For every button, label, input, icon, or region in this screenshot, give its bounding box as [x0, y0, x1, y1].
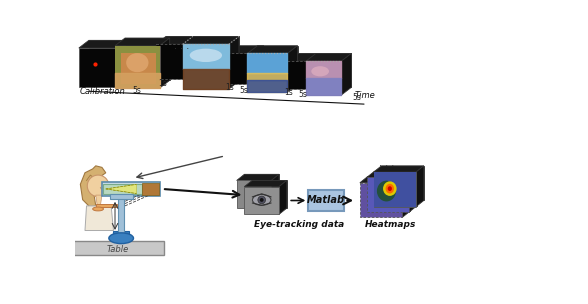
- Polygon shape: [258, 46, 298, 84]
- Polygon shape: [81, 166, 106, 207]
- Text: 5s: 5s: [240, 86, 249, 95]
- Text: 5s: 5s: [132, 86, 141, 95]
- Polygon shape: [310, 54, 320, 89]
- Polygon shape: [183, 44, 229, 89]
- Polygon shape: [160, 38, 170, 88]
- Bar: [71, 241, 163, 255]
- Bar: [103, 184, 142, 194]
- Polygon shape: [223, 54, 253, 84]
- Ellipse shape: [190, 49, 222, 62]
- Polygon shape: [360, 177, 410, 183]
- Text: 1s: 1s: [285, 88, 293, 97]
- Polygon shape: [229, 36, 239, 89]
- Polygon shape: [115, 46, 160, 88]
- Ellipse shape: [106, 185, 110, 191]
- Polygon shape: [166, 36, 201, 71]
- Polygon shape: [193, 36, 239, 81]
- Polygon shape: [79, 48, 121, 87]
- Polygon shape: [96, 195, 102, 206]
- Polygon shape: [342, 54, 352, 95]
- Polygon shape: [409, 171, 417, 212]
- Polygon shape: [106, 184, 136, 194]
- Polygon shape: [121, 40, 131, 87]
- Ellipse shape: [260, 198, 263, 202]
- Polygon shape: [279, 181, 287, 214]
- Text: · · ·: · · ·: [379, 161, 395, 171]
- Polygon shape: [306, 61, 342, 95]
- Ellipse shape: [383, 181, 396, 196]
- Bar: [374, 172, 416, 207]
- Polygon shape: [125, 38, 170, 80]
- Polygon shape: [236, 174, 279, 181]
- Polygon shape: [252, 181, 287, 208]
- Bar: [102, 182, 160, 196]
- Polygon shape: [316, 54, 352, 87]
- Ellipse shape: [252, 195, 271, 205]
- Ellipse shape: [377, 181, 396, 202]
- Polygon shape: [367, 171, 417, 178]
- Polygon shape: [306, 54, 352, 61]
- Polygon shape: [368, 177, 410, 211]
- Text: 1s: 1s: [225, 83, 234, 92]
- Polygon shape: [156, 36, 201, 44]
- Polygon shape: [293, 54, 320, 81]
- Polygon shape: [248, 54, 288, 92]
- Polygon shape: [375, 171, 417, 206]
- Bar: [113, 230, 129, 241]
- Polygon shape: [402, 177, 410, 217]
- Polygon shape: [223, 46, 263, 54]
- Bar: [96, 204, 118, 207]
- Polygon shape: [79, 40, 131, 48]
- Bar: [118, 196, 124, 234]
- Circle shape: [87, 175, 109, 197]
- Polygon shape: [382, 166, 424, 201]
- Polygon shape: [89, 40, 131, 79]
- Polygon shape: [374, 172, 416, 207]
- Polygon shape: [115, 46, 160, 88]
- Polygon shape: [271, 174, 279, 208]
- Polygon shape: [236, 181, 271, 208]
- Text: Heatmaps: Heatmaps: [365, 220, 416, 229]
- Polygon shape: [367, 178, 409, 212]
- Text: Table: Table: [106, 245, 128, 254]
- Text: Time: Time: [355, 91, 375, 100]
- Polygon shape: [183, 36, 239, 44]
- FancyBboxPatch shape: [308, 190, 344, 211]
- Polygon shape: [245, 174, 279, 202]
- Polygon shape: [245, 187, 279, 214]
- Text: Matlab: Matlab: [306, 195, 345, 206]
- Polygon shape: [245, 181, 287, 187]
- Text: Eye-tracking data: Eye-tracking data: [254, 220, 344, 229]
- Polygon shape: [233, 46, 263, 77]
- Polygon shape: [85, 206, 113, 230]
- Text: 5s: 5s: [352, 93, 361, 102]
- Polygon shape: [374, 166, 424, 172]
- Polygon shape: [191, 36, 201, 79]
- Ellipse shape: [126, 53, 149, 72]
- Text: Calibration: Calibration: [79, 87, 125, 96]
- Polygon shape: [288, 46, 298, 92]
- Ellipse shape: [387, 186, 392, 191]
- Polygon shape: [115, 38, 170, 46]
- Text: · · ·: · · ·: [173, 44, 189, 54]
- Bar: [142, 183, 159, 195]
- Polygon shape: [248, 46, 298, 54]
- Ellipse shape: [102, 188, 105, 191]
- Polygon shape: [121, 54, 156, 84]
- Text: 5s: 5s: [298, 90, 307, 98]
- Bar: [109, 194, 133, 199]
- Polygon shape: [283, 54, 320, 61]
- Polygon shape: [360, 183, 402, 217]
- Polygon shape: [416, 166, 424, 207]
- Ellipse shape: [258, 196, 266, 204]
- Ellipse shape: [93, 207, 103, 211]
- Ellipse shape: [311, 66, 329, 76]
- Polygon shape: [283, 61, 310, 89]
- Ellipse shape: [109, 233, 133, 244]
- Ellipse shape: [386, 184, 394, 193]
- Polygon shape: [156, 44, 191, 79]
- Polygon shape: [253, 46, 263, 84]
- Text: 1s: 1s: [158, 79, 167, 88]
